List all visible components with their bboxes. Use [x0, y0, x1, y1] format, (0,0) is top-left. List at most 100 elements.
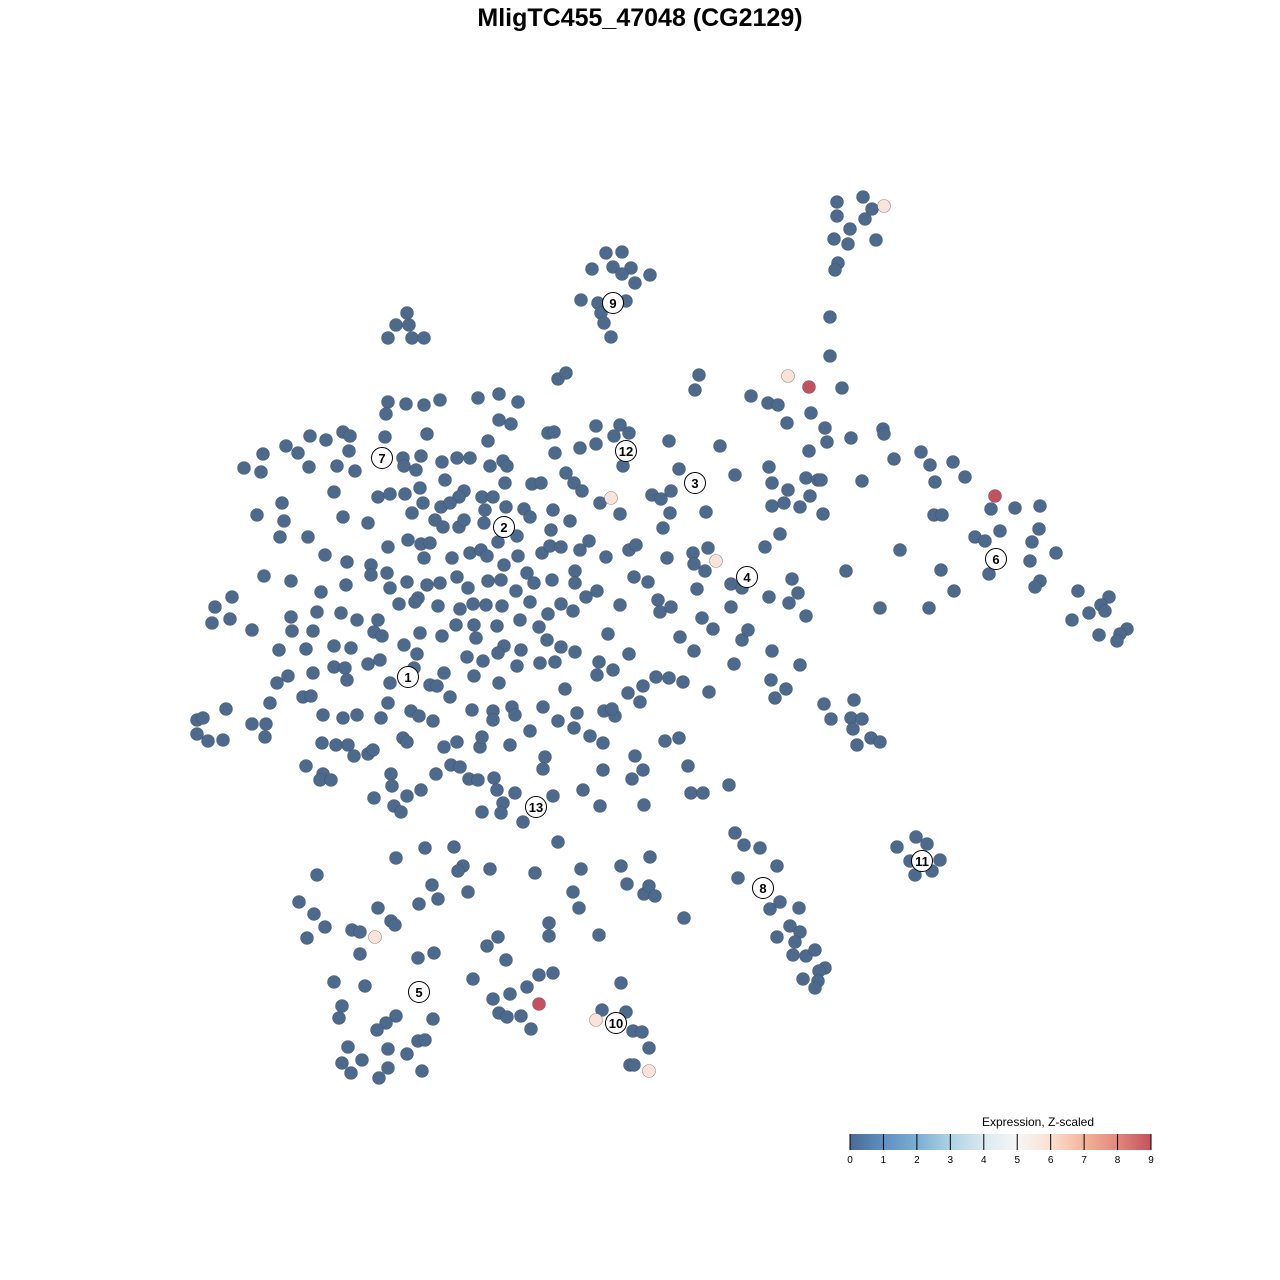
data-point — [389, 1009, 403, 1023]
data-point — [358, 979, 372, 993]
data-point — [656, 521, 670, 535]
data-point — [385, 779, 399, 793]
data-point — [1065, 613, 1079, 627]
data-point — [510, 659, 524, 673]
data-point — [436, 520, 450, 534]
data-point — [495, 599, 509, 613]
data-point — [947, 584, 961, 598]
data-point — [258, 730, 272, 744]
data-point — [381, 395, 395, 409]
data-point — [400, 789, 414, 803]
cluster-label: 8 — [752, 877, 774, 899]
data-point — [706, 622, 720, 636]
data-point — [599, 550, 613, 564]
data-point — [408, 595, 422, 609]
data-point — [779, 682, 793, 696]
data-point — [492, 413, 506, 427]
data-point — [651, 593, 665, 607]
data-point — [737, 838, 751, 852]
data-point — [627, 1058, 641, 1072]
data-point — [503, 987, 517, 1001]
colorbar-tick-label: 2 — [914, 1155, 920, 1166]
data-point — [490, 619, 504, 633]
data-point — [339, 578, 353, 592]
data-point — [532, 968, 546, 982]
data-point — [423, 536, 437, 550]
data-point — [823, 310, 837, 324]
data-point — [353, 925, 367, 939]
data-point — [361, 657, 375, 671]
data-point — [701, 541, 715, 555]
data-point — [392, 597, 406, 611]
colorbar-tick-label: 5 — [1014, 1155, 1020, 1166]
data-point — [1110, 634, 1124, 648]
data-point — [799, 471, 813, 485]
data-point — [461, 885, 475, 899]
data-point — [559, 466, 573, 480]
data-point — [310, 868, 324, 882]
cluster-label-badge — [684, 472, 706, 494]
data-point — [830, 195, 844, 209]
data-point — [477, 516, 491, 530]
data-point — [384, 767, 398, 781]
data-point — [413, 626, 427, 640]
cluster-label-badge — [752, 877, 774, 899]
data-point — [687, 644, 701, 658]
data-point — [566, 885, 580, 899]
data-point — [388, 918, 402, 932]
data-point — [451, 864, 465, 878]
data-point — [614, 976, 628, 990]
data-point — [497, 558, 511, 572]
data-point — [792, 901, 806, 915]
data-point — [457, 513, 471, 527]
data-point — [471, 773, 485, 787]
data-point — [545, 573, 559, 587]
cluster-label-text: 11 — [915, 854, 929, 869]
data-point — [514, 643, 528, 657]
data-point — [816, 507, 830, 521]
data-point — [372, 1071, 386, 1085]
data-point — [574, 293, 588, 307]
data-point — [1098, 604, 1112, 618]
data-point — [923, 458, 937, 472]
data-point — [542, 929, 556, 943]
data-point — [855, 712, 869, 726]
data-point — [534, 476, 548, 490]
data-point — [520, 980, 534, 994]
data-point — [599, 246, 613, 260]
data-point — [516, 815, 530, 829]
cluster-label-text: 13 — [529, 800, 543, 815]
data-point — [394, 805, 408, 819]
data-point — [935, 508, 949, 522]
data-point — [302, 460, 316, 474]
data-point — [307, 907, 321, 921]
data-point — [216, 733, 230, 747]
data-point — [284, 574, 298, 588]
data-point — [416, 496, 430, 510]
data-point — [575, 484, 589, 498]
colorbar-tick-label: 0 — [847, 1155, 853, 1166]
data-point — [245, 717, 259, 731]
data-point — [381, 1042, 395, 1056]
data-point — [762, 590, 776, 604]
data-point — [642, 1064, 656, 1078]
data-point — [625, 772, 639, 786]
data-point — [672, 731, 686, 745]
data-point — [781, 483, 795, 497]
data-point — [850, 738, 864, 752]
data-point — [735, 633, 749, 647]
data-point — [877, 427, 891, 441]
data-point — [658, 734, 672, 748]
data-point — [909, 830, 923, 844]
data-point — [566, 604, 580, 618]
data-point — [817, 697, 831, 711]
data-point — [643, 850, 657, 864]
data-point — [763, 902, 777, 916]
data-point — [643, 268, 657, 282]
data-point — [343, 429, 357, 443]
colorbar-tick-label: 6 — [1048, 1155, 1054, 1166]
data-point — [536, 700, 550, 714]
data-point — [273, 530, 287, 544]
data-point — [684, 786, 698, 800]
data-point — [486, 992, 500, 1006]
